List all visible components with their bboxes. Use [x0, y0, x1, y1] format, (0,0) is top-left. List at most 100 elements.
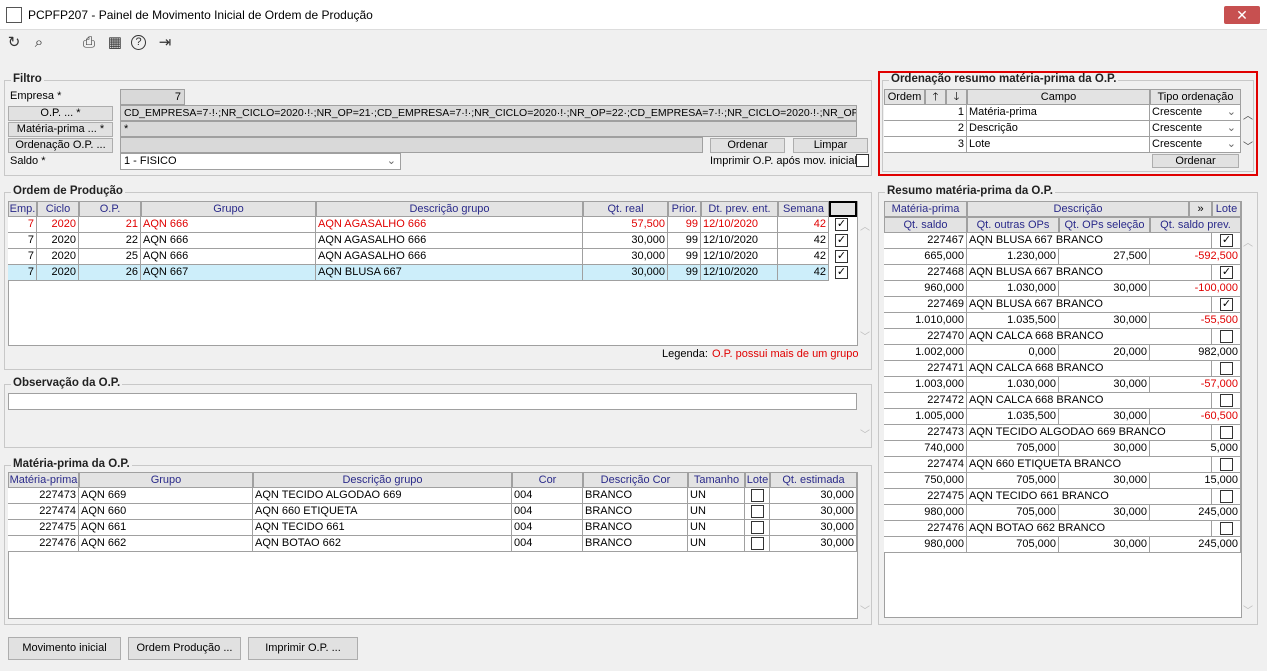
- resumo-desc-cell[interactable]: AQN BLUSA 667 BRANCO: [967, 297, 1212, 313]
- op-cell[interactable]: 42: [778, 217, 829, 233]
- resumo-desc-cell[interactable]: AQN TECIDO 661 BRANCO: [967, 489, 1212, 505]
- mp-header-6[interactable]: Lote: [745, 472, 770, 488]
- mp-header-3[interactable]: Cor: [512, 472, 583, 488]
- mp-cell[interactable]: AQN 669: [79, 488, 253, 504]
- op-cell[interactable]: 12/10/2020: [701, 233, 778, 249]
- mp-cell[interactable]: 227476: [8, 536, 79, 552]
- op-cell[interactable]: AQN AGASALHO 666: [316, 233, 583, 249]
- tipo-ordenacao-select[interactable]: Crescente ⌄: [1150, 121, 1241, 137]
- mp-cell[interactable]: 227475: [8, 520, 79, 536]
- resumo-header[interactable]: »: [1189, 201, 1212, 217]
- op-cell[interactable]: AQN AGASALHO 666: [316, 217, 583, 233]
- resumo-mp-cell[interactable]: 227467: [884, 233, 967, 249]
- resumo-qt-cell[interactable]: 30,000: [1059, 281, 1150, 297]
- op-cell[interactable]: 42: [778, 233, 829, 249]
- resumo-lote-checkbox[interactable]: ✓: [1220, 234, 1233, 247]
- mp-header-5[interactable]: Tamanho: [688, 472, 745, 488]
- op-cell[interactable]: 42: [778, 249, 829, 265]
- resumo-qt-cell[interactable]: 705,000: [967, 441, 1059, 457]
- mp-cell[interactable]: 004: [512, 520, 583, 536]
- resumo-lote-checkbox[interactable]: [1220, 426, 1233, 439]
- op-cell[interactable]: 42: [778, 265, 829, 281]
- op-header-3[interactable]: Grupo: [141, 201, 316, 217]
- help-icon[interactable]: ?: [131, 35, 146, 50]
- mp-cell[interactable]: AQN 661: [79, 520, 253, 536]
- op-cell[interactable]: 12/10/2020: [701, 249, 778, 265]
- resumo-qt-cell[interactable]: 27,500: [1059, 249, 1150, 265]
- mp-header-0[interactable]: Matéria-prima: [8, 472, 79, 488]
- op-button[interactable]: O.P. ... *: [8, 106, 113, 121]
- mp-lote-checkbox[interactable]: [751, 489, 764, 502]
- op-cell[interactable]: AQN BLUSA 667: [316, 265, 583, 281]
- mp-cell[interactable]: BRANCO: [583, 488, 688, 504]
- resumo-qt-cell[interactable]: 750,000: [884, 473, 967, 489]
- resumo-desc-cell[interactable]: AQN CALCA 668 BRANCO: [967, 329, 1212, 345]
- search-icon[interactable]: ⌕: [34, 34, 44, 51]
- resumo-qt-cell[interactable]: 1.003,000: [884, 377, 967, 393]
- refresh-icon[interactable]: ↻: [7, 34, 21, 51]
- resumo-qt-cell[interactable]: 20,000: [1059, 345, 1150, 361]
- resumo-qt-cell[interactable]: 30,000: [1059, 473, 1150, 489]
- resumo-qt-cell[interactable]: -100,000: [1150, 281, 1241, 297]
- resumo-header[interactable]: Qt. outras OPs: [967, 217, 1059, 233]
- op-header-1[interactable]: Ciclo: [37, 201, 79, 217]
- mp-header-2[interactable]: Descrição grupo: [253, 472, 512, 488]
- ordenacao-header[interactable]: 🡑: [925, 89, 946, 105]
- op-cell[interactable]: 30,000: [583, 233, 668, 249]
- resumo-qt-cell[interactable]: 665,000: [884, 249, 967, 265]
- close-button[interactable]: ✕: [1224, 6, 1260, 24]
- resumo-lote-checkbox[interactable]: [1220, 490, 1233, 503]
- resumo-desc-cell[interactable]: AQN 660 ETIQUETA BRANCO: [967, 457, 1212, 473]
- op-row-checkbox[interactable]: ✓: [835, 234, 848, 247]
- saldo-select[interactable]: 1 - FISICO ⌄: [120, 153, 401, 170]
- op-cell[interactable]: 99: [668, 265, 701, 281]
- op-header-8[interactable]: Semana: [778, 201, 829, 217]
- scroll-down-icon[interactable]: ﹀: [1243, 142, 1253, 153]
- resumo-qt-cell[interactable]: 705,000: [967, 505, 1059, 521]
- op-cell[interactable]: 22: [79, 233, 141, 249]
- resumo-qt-cell[interactable]: 30,000: [1059, 441, 1150, 457]
- mp-cell[interactable]: UN: [688, 536, 745, 552]
- op-filter-field[interactable]: CD_EMPRESA=7·!·;NR_CICLO=2020·!·;NR_OP=2…: [120, 105, 857, 121]
- mp-cell[interactable]: 004: [512, 536, 583, 552]
- op-cell[interactable]: 7: [8, 249, 37, 265]
- op-header-0[interactable]: Emp.: [8, 201, 37, 217]
- ordenar-button[interactable]: Ordenar: [710, 138, 785, 153]
- resumo-qt-cell[interactable]: 1.030,000: [967, 281, 1059, 297]
- tipo-ordenacao-select[interactable]: Crescente ⌄: [1150, 105, 1241, 121]
- mp-lote-checkbox[interactable]: [751, 537, 764, 550]
- resumo-mp-cell[interactable]: 227470: [884, 329, 967, 345]
- mp-header-4[interactable]: Descrição Cor: [583, 472, 688, 488]
- ordenacao-ordenar-button[interactable]: Ordenar: [1152, 154, 1239, 168]
- op-header-5[interactable]: Qt. real: [583, 201, 668, 217]
- resumo-qt-cell[interactable]: 245,000: [1150, 537, 1241, 553]
- resumo-qt-cell[interactable]: -57,000: [1150, 377, 1241, 393]
- mp-cell[interactable]: UN: [688, 488, 745, 504]
- op-row-checkbox[interactable]: ✓: [835, 250, 848, 263]
- mp-cell[interactable]: 227474: [8, 504, 79, 520]
- ordenacao-header[interactable]: Ordem: [884, 89, 925, 105]
- resumo-header[interactable]: Lote: [1212, 201, 1241, 217]
- mp-cell[interactable]: AQN 660 ETIQUETA: [253, 504, 512, 520]
- mp-cell[interactable]: AQN 660: [79, 504, 253, 520]
- resumo-qt-cell[interactable]: -60,500: [1150, 409, 1241, 425]
- resumo-qt-cell[interactable]: 1.035,500: [967, 313, 1059, 329]
- observacao-field[interactable]: [8, 393, 857, 410]
- materia-prima-button[interactable]: Matéria-prima ... *: [8, 122, 113, 137]
- op-cell[interactable]: 30,000: [583, 265, 668, 281]
- mp-scroll-down[interactable]: ﹀: [860, 606, 870, 617]
- op-cell[interactable]: 57,500: [583, 217, 668, 233]
- op-row-checkbox[interactable]: ✓: [835, 218, 848, 231]
- resumo-desc-cell[interactable]: AQN BLUSA 667 BRANCO: [967, 233, 1212, 249]
- resumo-desc-cell[interactable]: AQN BLUSA 667 BRANCO: [967, 265, 1212, 281]
- resumo-desc-cell[interactable]: AQN CALCA 668 BRANCO: [967, 393, 1212, 409]
- ordenacao-header[interactable]: Campo: [967, 89, 1150, 105]
- resumo-qt-cell[interactable]: 15,000: [1150, 473, 1241, 489]
- op-cell[interactable]: 26: [79, 265, 141, 281]
- resumo-qt-cell[interactable]: -592,500: [1150, 249, 1241, 265]
- limpar-button[interactable]: Limpar: [793, 138, 868, 153]
- resumo-qt-cell[interactable]: 1.030,000: [967, 377, 1059, 393]
- mp-cell[interactable]: 004: [512, 504, 583, 520]
- resumo-desc-cell[interactable]: AQN BOTAO 662 BRANCO: [967, 521, 1212, 537]
- op-cell[interactable]: 2020: [37, 265, 79, 281]
